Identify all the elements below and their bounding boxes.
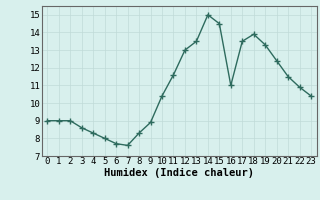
X-axis label: Humidex (Indice chaleur): Humidex (Indice chaleur) <box>104 168 254 178</box>
